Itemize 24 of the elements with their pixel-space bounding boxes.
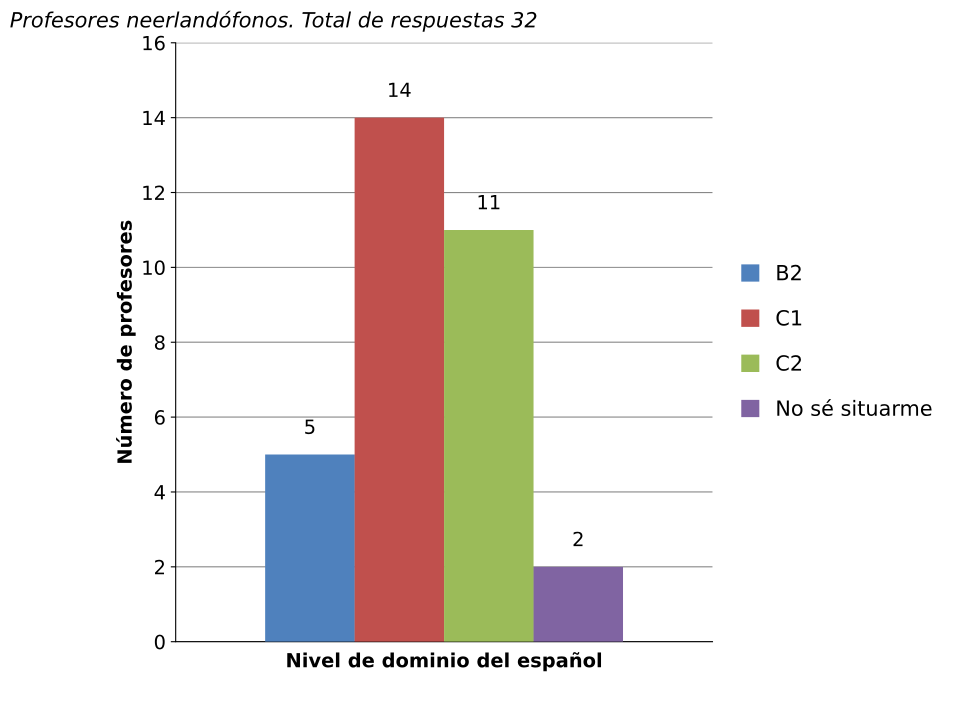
bar <box>265 454 355 642</box>
legend-label: B2 <box>777 264 801 280</box>
bar <box>534 566 624 642</box>
y-tick-label: 10 <box>143 260 165 276</box>
y-tick-label: 14 <box>143 110 165 126</box>
legend-label: C1 <box>776 310 802 326</box>
data-label: 2 <box>574 532 583 546</box>
data-label: 11 <box>478 195 500 210</box>
y-tick-label: 4 <box>154 485 165 500</box>
y-tick-label: 8 <box>154 335 165 350</box>
y-axis-title: Número de profesores <box>116 220 136 463</box>
bar <box>354 118 444 642</box>
y-tick-label: 12 <box>143 185 164 200</box>
legend-label: C2 <box>776 355 802 371</box>
chart-title: Profesores neerlandófonos. Total de respuestas 32 <box>10 10 536 32</box>
y-tick-label: 0 <box>154 634 165 650</box>
y-tick-label: 16 <box>143 36 165 50</box>
bar <box>444 230 534 642</box>
legend-label: No sé situarme <box>777 399 932 416</box>
x-axis-title: Nivel de dominio del español <box>287 652 602 672</box>
y-tick-label: 6 <box>154 410 165 425</box>
y-tick-label: 2 <box>155 560 164 574</box>
data-label: 5 <box>305 420 314 434</box>
data-label: 14 <box>389 82 411 97</box>
